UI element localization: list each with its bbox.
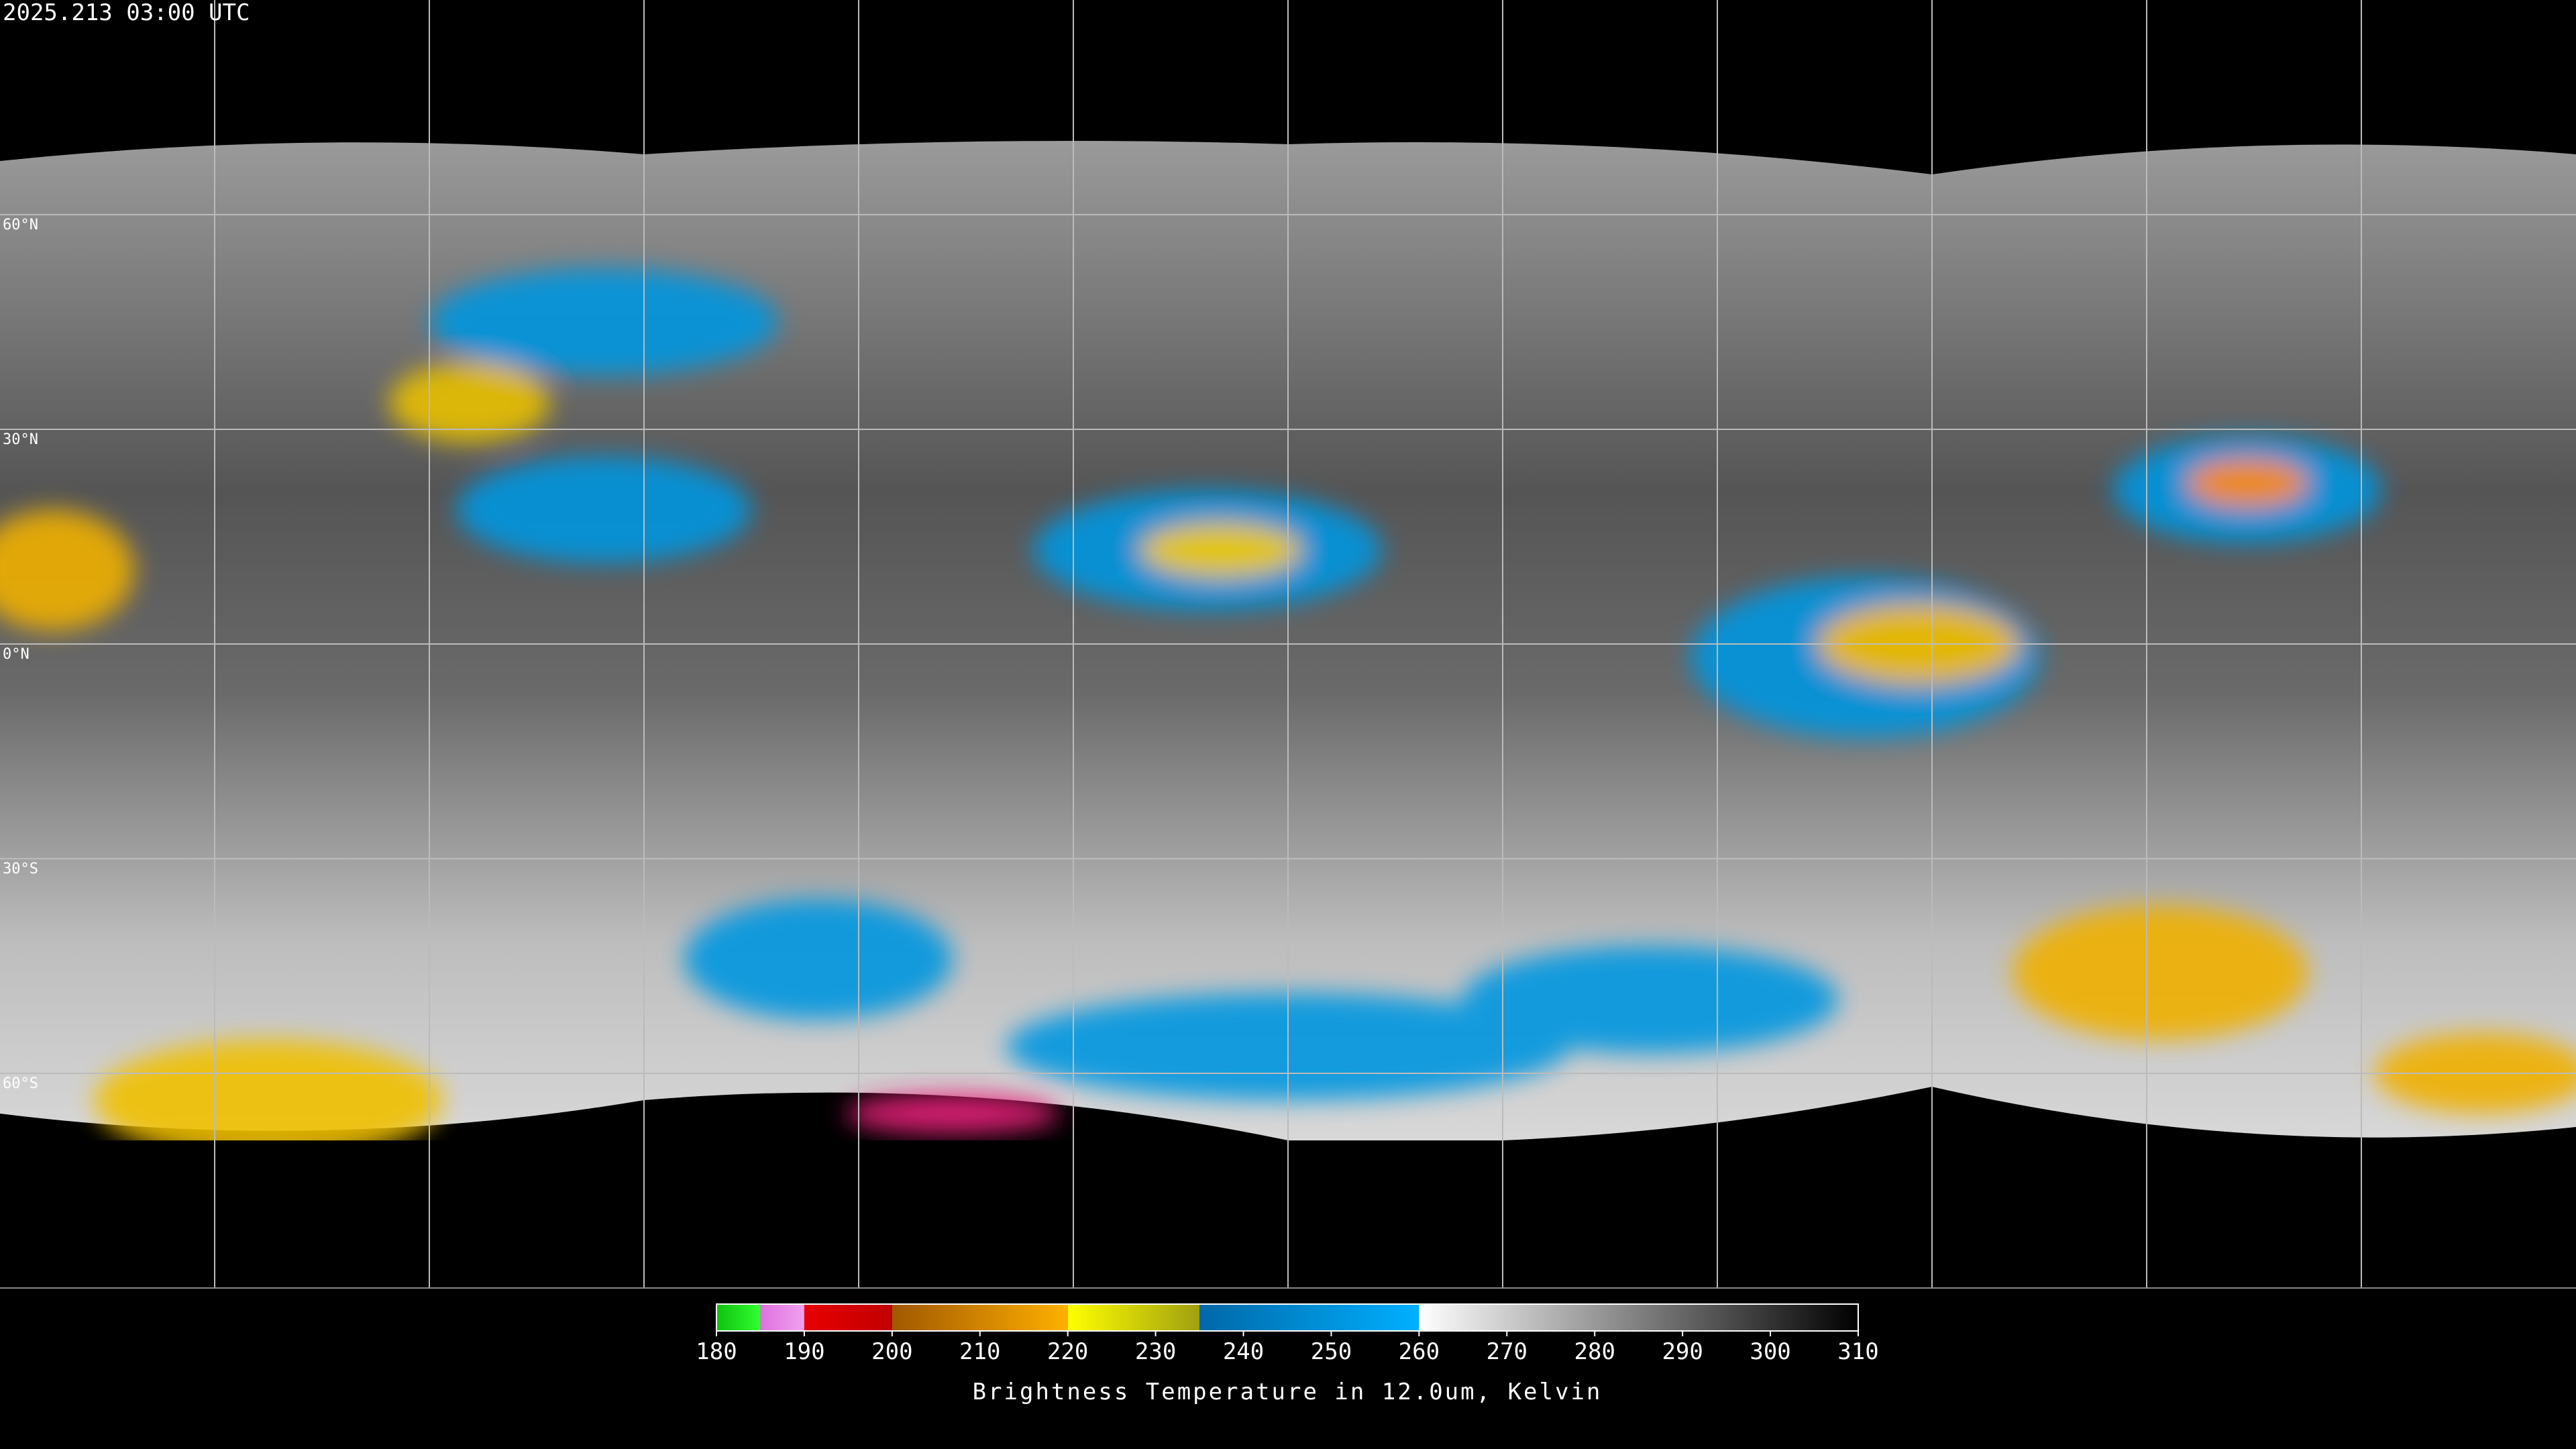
colorbar-tick-label: 210 (959, 1338, 1000, 1365)
colorbar-tick-label: 230 (1135, 1338, 1176, 1365)
colorbar-segment (1067, 1304, 1200, 1331)
colorbar: 180 190 200 210 220 230 240 250 260 270 280 290 300 3… (696, 1303, 1879, 1405)
colorbar-tick-label: 260 (1399, 1338, 1440, 1365)
latitude-grid: 60°N 30°N 0°N 30°S 60°S (0, 214, 2576, 1092)
timestamp: 2025.213 03:00 UTC (3, 0, 250, 26)
latitude-label: 30°N (3, 431, 38, 448)
colorbar-tick-label: 240 (1223, 1338, 1264, 1365)
colorbar-tick-label: 280 (1574, 1338, 1615, 1365)
colorbar-tick-label: 200 (871, 1338, 912, 1365)
colorbar-segment (1199, 1304, 1419, 1331)
colorbar-tick-label: 300 (1750, 1338, 1790, 1365)
latitude-label: 60°S (3, 1075, 38, 1092)
colorbar-segment (892, 1304, 1068, 1331)
colorbar-tick-label: 190 (784, 1338, 824, 1365)
colorbar-segment (716, 1304, 761, 1331)
colorbar-segment (1419, 1304, 1858, 1331)
colorbar-tick-label: 310 (1837, 1338, 1878, 1365)
colorbar-title: Brightness Temperature in 12.0um, Kelvin (973, 1379, 1603, 1405)
latitude-label: 0°N (3, 646, 30, 663)
latitude-label: 60°N (3, 217, 38, 233)
colorbar-tick-label: 290 (1662, 1338, 1703, 1365)
colorbar-segment (760, 1304, 804, 1331)
colorbar-tick-label: 180 (696, 1338, 737, 1365)
colorbar-tick-label: 270 (1487, 1338, 1527, 1365)
colorbar-segment (804, 1304, 892, 1331)
latitude-label: 30°S (3, 861, 38, 877)
colorbar-frame (716, 1303, 1859, 1332)
colorbar-tick-label: 250 (1311, 1338, 1352, 1365)
colorbar-tick-label: 220 (1047, 1338, 1088, 1365)
